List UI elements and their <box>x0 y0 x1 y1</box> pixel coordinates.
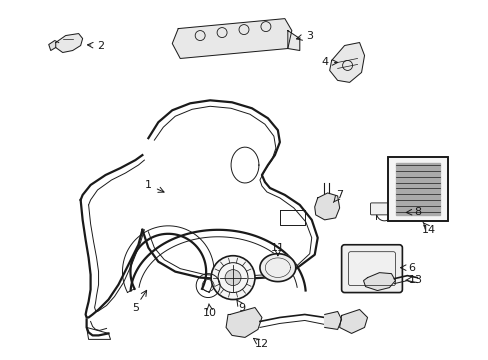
Text: 12: 12 <box>254 339 268 349</box>
Text: 9: 9 <box>238 302 245 312</box>
Text: 13: 13 <box>407 275 422 285</box>
FancyBboxPatch shape <box>370 203 387 215</box>
Text: 2: 2 <box>97 41 104 50</box>
Polygon shape <box>396 163 439 168</box>
Polygon shape <box>396 186 439 192</box>
Polygon shape <box>49 41 59 50</box>
FancyBboxPatch shape <box>387 157 447 221</box>
Circle shape <box>211 256 254 300</box>
Polygon shape <box>396 192 439 197</box>
Text: 8: 8 <box>413 207 420 217</box>
Polygon shape <box>339 310 367 333</box>
Text: 1: 1 <box>144 180 152 190</box>
Text: 10: 10 <box>203 309 217 319</box>
Polygon shape <box>172 19 291 58</box>
Polygon shape <box>396 204 439 209</box>
Polygon shape <box>56 33 82 53</box>
Circle shape <box>224 270 241 285</box>
Polygon shape <box>396 210 439 215</box>
Text: 6: 6 <box>407 263 414 273</box>
Polygon shape <box>314 193 339 220</box>
Text: 7: 7 <box>335 190 343 200</box>
Polygon shape <box>324 311 341 329</box>
Text: 3: 3 <box>305 31 313 41</box>
Polygon shape <box>329 42 364 82</box>
Text: 4: 4 <box>321 58 327 67</box>
Polygon shape <box>363 273 395 291</box>
Text: 14: 14 <box>421 225 435 235</box>
Polygon shape <box>260 254 295 282</box>
Polygon shape <box>225 307 262 337</box>
Polygon shape <box>287 31 299 50</box>
Polygon shape <box>396 175 439 180</box>
Polygon shape <box>396 198 439 203</box>
Text: 11: 11 <box>270 243 285 253</box>
Polygon shape <box>396 169 439 174</box>
Text: 5: 5 <box>132 302 139 312</box>
Polygon shape <box>396 181 439 186</box>
FancyBboxPatch shape <box>341 245 402 293</box>
